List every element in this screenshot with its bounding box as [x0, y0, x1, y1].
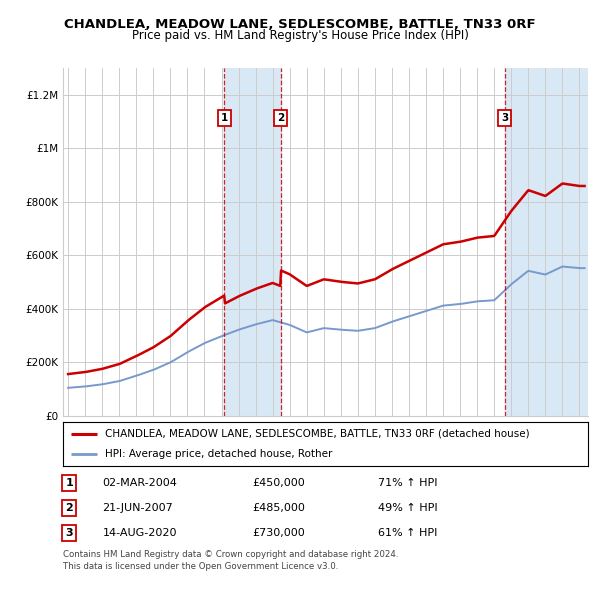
Text: 21-JUN-2007: 21-JUN-2007 [103, 503, 173, 513]
Text: Price paid vs. HM Land Registry's House Price Index (HPI): Price paid vs. HM Land Registry's House … [131, 30, 469, 42]
Text: £485,000: £485,000 [252, 503, 305, 513]
Text: £730,000: £730,000 [252, 528, 305, 538]
Text: 2: 2 [65, 503, 73, 513]
Text: 71% ↑ HPI: 71% ↑ HPI [378, 478, 437, 488]
Text: 49% ↑ HPI: 49% ↑ HPI [378, 503, 437, 513]
Text: 2: 2 [277, 113, 284, 123]
Text: CHANDLEA, MEADOW LANE, SEDLESCOMBE, BATTLE, TN33 0RF: CHANDLEA, MEADOW LANE, SEDLESCOMBE, BATT… [64, 18, 536, 31]
Text: HPI: Average price, detached house, Rother: HPI: Average price, detached house, Roth… [105, 449, 332, 459]
Text: 3: 3 [65, 528, 73, 538]
Text: 02-MAR-2004: 02-MAR-2004 [103, 478, 177, 488]
Text: 1: 1 [65, 478, 73, 488]
Bar [224, 68, 281, 416]
Text: Contains HM Land Registry data © Crown copyright and database right 2024.
This d: Contains HM Land Registry data © Crown c… [63, 550, 398, 571]
Text: 61% ↑ HPI: 61% ↑ HPI [378, 528, 437, 538]
Text: £450,000: £450,000 [252, 478, 305, 488]
Text: 14-AUG-2020: 14-AUG-2020 [103, 528, 177, 538]
Text: 3: 3 [501, 113, 508, 123]
Text: 1: 1 [221, 113, 228, 123]
Bar [505, 68, 588, 416]
Text: CHANDLEA, MEADOW LANE, SEDLESCOMBE, BATTLE, TN33 0RF (detached house): CHANDLEA, MEADOW LANE, SEDLESCOMBE, BATT… [105, 429, 530, 439]
